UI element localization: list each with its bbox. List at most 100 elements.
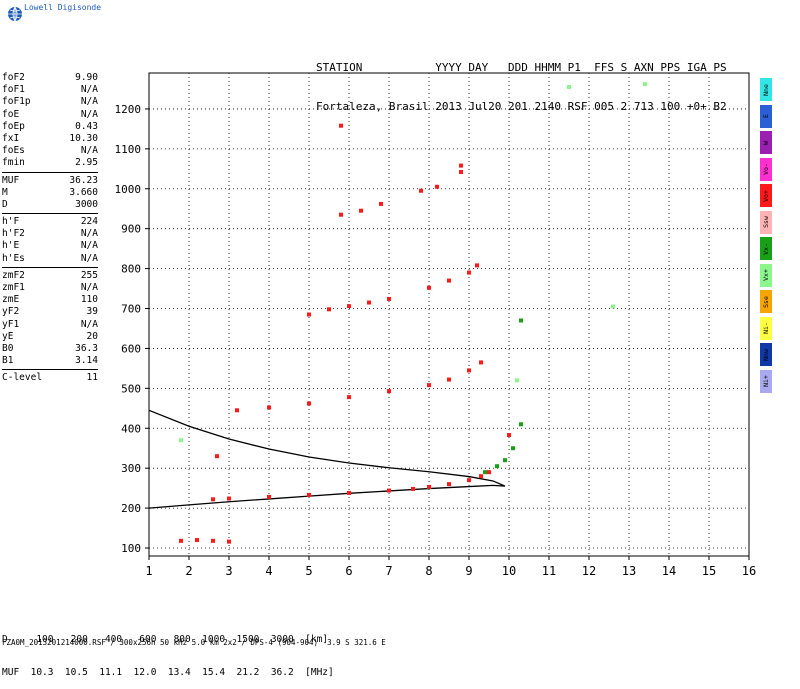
param-value: 3.660: [69, 186, 98, 198]
param-value: 0.43: [75, 120, 98, 132]
param-value: 36.3: [75, 342, 98, 354]
x-tick-label: 6: [345, 564, 352, 578]
param-value: 3000: [75, 198, 98, 210]
echo-point: [459, 163, 463, 168]
polarization-legend: Nne E W Vo- Vo+ Ssw Vx- Vx+ Sse Ni- Nnw Ni+: [760, 78, 772, 396]
param-value: 36.23: [69, 174, 98, 186]
param-row: B1 3.14: [2, 355, 98, 367]
param-label: zmE: [2, 294, 20, 306]
param-row: zmF1 N/A: [2, 282, 98, 294]
distance-row: D 100 200 400 600 800 1000 1500 3000 [km…: [2, 634, 329, 645]
legend-item: Vx-: [760, 237, 772, 260]
param-row: fxI 10.30: [2, 133, 98, 145]
param-value: 39: [86, 306, 98, 318]
param-row: C-level 11: [2, 372, 98, 384]
echo-point: [179, 538, 183, 543]
echo-point: [267, 494, 271, 499]
param-value: N/A: [80, 145, 98, 157]
param-label: C-level: [2, 372, 43, 384]
echo-point: [483, 470, 487, 475]
echo-point: [211, 538, 215, 543]
param-separator: [2, 369, 98, 371]
echo-point: [447, 482, 451, 487]
param-label: zmF1: [2, 282, 25, 293]
profile-curve: [148, 409, 506, 509]
param-separator: [2, 171, 98, 173]
x-tick-label: 7: [385, 564, 392, 578]
param-row: foF1p N/A: [2, 96, 98, 108]
x-tick-label: 11: [542, 564, 556, 578]
legend-label: Sse: [762, 295, 770, 308]
param-row: foEp 0.43: [2, 121, 98, 133]
echo-point: [475, 263, 479, 268]
param-value: N/A: [80, 96, 98, 108]
echo-point: [267, 405, 271, 410]
param-label: MUF: [2, 174, 20, 186]
echo-point: [307, 492, 311, 497]
param-value: 3.14: [75, 355, 98, 367]
param-value: 11: [86, 372, 98, 384]
legend-item: Sse: [760, 290, 772, 313]
echo-point: [467, 270, 471, 275]
header-columns: STATION YYYY DAY DDD HHMM P1 FFS S AXN P…: [316, 61, 727, 74]
param-value: N/A: [80, 228, 98, 240]
param-label: fxI: [2, 132, 20, 144]
echo-point: [427, 285, 431, 290]
y-tick-label: 1100: [115, 143, 142, 156]
echo-point: [503, 458, 507, 463]
echo-point: [179, 438, 183, 443]
echo-point: [519, 422, 523, 427]
param-value: N/A: [80, 282, 98, 293]
legend-label: Nne: [762, 83, 770, 96]
x-tick-label: 2: [185, 564, 192, 578]
param-label: h'F: [2, 216, 20, 228]
globe-logo-icon: [8, 6, 22, 22]
echo-point: [419, 188, 423, 193]
param-label: M: [2, 186, 8, 198]
param-label: B0: [2, 342, 14, 354]
legend-item: Ni+: [760, 369, 772, 393]
param-row: foF2 9.90: [2, 72, 98, 84]
parameters-panel: foF2 9.90 foF1 N/A foF1p N/A foE N/A foEp 0.43 fxI…: [2, 72, 98, 385]
param-value: N/A: [80, 318, 98, 330]
param-value: N/A: [80, 240, 98, 252]
echo-point: [227, 496, 231, 501]
echo-point: [379, 201, 383, 206]
echo-point: [235, 408, 239, 413]
echo-point: [367, 300, 371, 305]
echo-point: [487, 470, 491, 475]
param-row: h'E N/A: [2, 240, 98, 252]
echo-point: [467, 478, 471, 483]
distance-muf-table: D 100 200 400 600 800 1000 1500 3000 [km…: [2, 612, 334, 689]
param-label: foE: [2, 108, 20, 120]
param-label: h'F2: [2, 228, 25, 240]
echo-point: [327, 307, 331, 312]
param-label: foF1: [2, 84, 25, 96]
legend-label: Vo-: [762, 163, 770, 175]
echo-point: [511, 446, 515, 451]
x-tick-label: 12: [582, 564, 596, 578]
legend-item: Vo-: [760, 157, 772, 181]
echo-point: [515, 378, 519, 383]
echo-point: [339, 212, 343, 217]
station-header: STATION YYYY DAY DDD HHMM P1 FFS S AXN P…: [316, 35, 727, 126]
echo-point: [427, 383, 431, 388]
x-tick-label: 1: [145, 564, 152, 578]
legend-item: Vo+: [760, 184, 772, 207]
x-tick-label: 14: [662, 564, 676, 578]
echo-point: [339, 123, 343, 128]
x-tick-label: 4: [265, 564, 272, 578]
param-row: fmin 2.95: [2, 157, 98, 169]
param-value: 224: [80, 216, 98, 228]
param-label: zmF2: [2, 269, 25, 281]
x-tick-label: 13: [622, 564, 636, 578]
x-tick-label: 16: [742, 564, 756, 578]
echo-point: [567, 84, 571, 89]
legend-item: Ni-: [760, 316, 772, 340]
legend-label: W: [762, 140, 770, 145]
echo-point: [347, 395, 351, 400]
legend-label: Ni-: [762, 322, 770, 334]
muf-row: MUF 10.3 10.5 11.1 12.0 13.4 15.4 21.2 3…: [2, 667, 334, 678]
y-tick-label: 1000: [115, 183, 142, 196]
echo-point: [479, 360, 483, 365]
